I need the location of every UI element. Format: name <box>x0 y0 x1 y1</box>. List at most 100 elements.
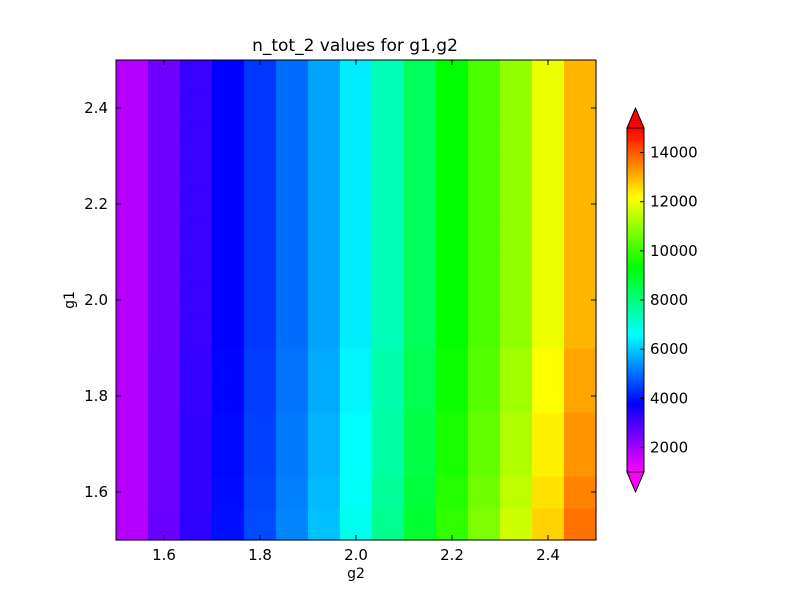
heatmap-cell <box>532 315 565 349</box>
heatmap-cell <box>404 219 437 253</box>
colorbar-segment <box>627 378 644 382</box>
heatmap-cell <box>275 380 309 413</box>
heatmap-cell <box>340 476 373 509</box>
colorbar-segment <box>627 344 644 348</box>
colorbar-segment <box>627 410 644 414</box>
heatmap-cell <box>371 444 405 477</box>
colorbar-segment <box>627 413 644 417</box>
colorbar-tick-label: 4000 <box>650 389 688 407</box>
heatmap-cell <box>179 188 213 221</box>
x-tick-label: 1.6 <box>152 546 176 564</box>
heatmap-cell <box>532 476 565 509</box>
heatmap-cell <box>148 348 181 381</box>
heatmap-cell <box>500 444 533 477</box>
heatmap-cell <box>371 188 405 221</box>
heatmap-cell <box>275 284 309 317</box>
colorbar-segment <box>627 130 644 134</box>
heatmap-cell <box>116 411 149 445</box>
colorbar-segment <box>627 280 644 284</box>
heatmap-cell <box>179 444 213 477</box>
heatmap-cell <box>275 219 309 253</box>
colorbar-segment <box>627 322 644 326</box>
colorbar-segment <box>627 368 644 372</box>
colorbar-segment <box>627 297 644 301</box>
heatmap-cell <box>340 315 373 349</box>
heatmap-cell <box>467 507 501 541</box>
heatmap-cell <box>212 411 245 445</box>
heatmap-cell <box>275 188 309 221</box>
y-tick-label: 1.8 <box>84 387 108 405</box>
heatmap-cell <box>340 284 373 317</box>
heatmap-cell <box>308 252 341 285</box>
colorbar-segment <box>627 282 644 286</box>
colorbar-segment <box>627 172 644 176</box>
colorbar-segment <box>627 263 644 267</box>
heatmap-cell <box>563 252 597 285</box>
heatmap-cell <box>148 60 181 93</box>
x-tick-label: 2.2 <box>440 546 464 564</box>
colorbar-segment <box>627 295 644 299</box>
colorbar-segment <box>627 177 644 181</box>
colorbar-segment <box>627 444 644 449</box>
heatmap-cell <box>116 444 149 477</box>
colorbar-segment <box>627 425 644 429</box>
colorbar-segment <box>627 270 644 274</box>
heatmap-cell <box>371 123 405 157</box>
colorbar-segment <box>627 285 644 289</box>
colorbar-tick-label: 12000 <box>650 193 698 211</box>
heatmap-cell <box>116 348 149 381</box>
heatmap-cell <box>467 476 501 509</box>
heatmap-cell <box>116 123 149 157</box>
colorbar-segment <box>627 449 644 453</box>
heatmap-cell <box>436 380 469 413</box>
heatmap-cell <box>500 380 533 413</box>
colorbar-segment <box>627 437 644 441</box>
colorbar-tick-label: 14000 <box>650 144 698 162</box>
heatmap-cell <box>340 156 373 189</box>
heatmap-cell <box>563 219 597 253</box>
heatmap-cell <box>436 219 469 253</box>
colorbar-segment <box>627 159 644 163</box>
heatmap-cell <box>371 92 405 125</box>
heatmap-cell <box>244 380 277 413</box>
colorbar-segment <box>627 300 644 304</box>
heatmap-cell <box>500 476 533 509</box>
heatmap-cell <box>179 348 213 381</box>
heatmap-cell <box>308 92 341 125</box>
heatmap-cell <box>308 507 341 541</box>
x-tick-label: 2.4 <box>536 546 560 564</box>
colorbar-segment <box>627 398 644 402</box>
colorbar-segment <box>627 132 644 136</box>
heatmap-cell <box>212 156 245 189</box>
heatmap-cell <box>148 411 181 445</box>
colorbar-tick-label: 10000 <box>650 242 698 260</box>
heatmap-cell <box>148 476 181 509</box>
heatmap-cell <box>116 507 149 541</box>
heatmap-cell <box>436 315 469 349</box>
heatmap-cell <box>532 284 565 317</box>
heatmap-cell <box>244 60 277 93</box>
colorbar-segment <box>627 341 644 345</box>
heatmap-cell <box>436 284 469 317</box>
heatmap-cell <box>212 123 245 157</box>
heatmap-cell <box>500 315 533 349</box>
colorbar-segment <box>627 223 644 227</box>
heatmap-cell <box>371 507 405 541</box>
heatmap-cell <box>404 348 437 381</box>
colorbar-segment <box>627 376 644 380</box>
heatmap-cell <box>340 444 373 477</box>
heatmap-cell <box>532 252 565 285</box>
heatmap-cell <box>436 92 469 125</box>
colorbar-segment <box>627 142 644 146</box>
colorbar-segment <box>627 167 644 171</box>
colorbar-segment <box>627 157 644 161</box>
colorbar-tick-label: 2000 <box>650 438 688 456</box>
heatmap-cell <box>532 219 565 253</box>
colorbar-segment <box>627 179 644 183</box>
colorbar-segment <box>627 312 644 316</box>
colorbar-segment <box>627 245 644 249</box>
heatmap-cell <box>436 476 469 509</box>
heatmap-cell <box>500 284 533 317</box>
